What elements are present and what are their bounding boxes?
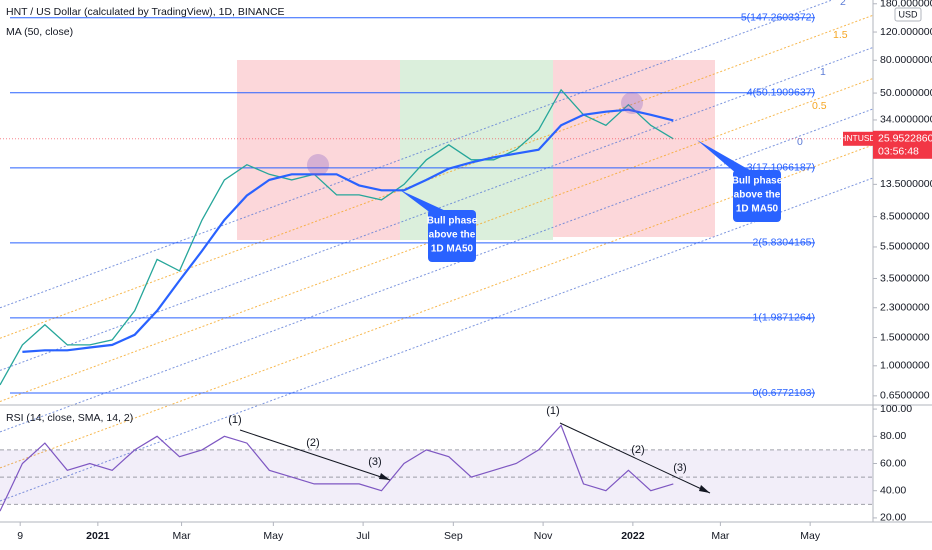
y-tick-label: 80.0000000 [880, 54, 932, 66]
y-tick-label: 20.00 [880, 512, 906, 524]
channel-line [0, 144, 874, 469]
wave-arrow [239, 429, 391, 481]
x-tick-label: Mar [711, 530, 730, 542]
x-tick-label: Jul [356, 530, 369, 542]
x-tick-label: Sep [444, 530, 463, 542]
channel-label: 0 [797, 136, 803, 148]
wave-label: (1) [546, 405, 559, 417]
current-price-box [873, 130, 932, 159]
y-tick-label: 180.0000000 [880, 0, 932, 10]
ma-line [22, 108, 674, 353]
callout-text: Bull phase [732, 176, 783, 187]
highlight-circle [621, 92, 643, 114]
currency-box [894, 7, 922, 22]
wave-label: (2) [306, 437, 319, 449]
wave-label: (2) [631, 444, 644, 456]
y-tick-label: 60.00 [880, 457, 906, 469]
arrow-head [379, 473, 390, 480]
y-tick-label: 13.5000000 [880, 178, 932, 190]
chart-title: HNT / US Dollar (calculated by TradingVi… [6, 6, 285, 18]
highlight-circle [307, 154, 329, 176]
bear-phase-zone [553, 60, 715, 237]
x-tick-label: May [800, 530, 821, 542]
fib-level-label: 0(0.6772103) [753, 387, 815, 399]
fib-level-label: 4(50.1909637) [747, 87, 815, 99]
symbol-tag [843, 131, 873, 146]
channel-label: 1.5 [833, 29, 848, 41]
x-tick-label: Mar [173, 530, 192, 542]
callout-text: 1D MA50 [431, 244, 474, 255]
y-tick-label: 50.0000000 [880, 87, 932, 99]
fib-level-label: 1(1.9871264) [753, 312, 815, 324]
ma-legend: MA (50, close) [6, 26, 73, 38]
fib-level-label: 5(147.2603372) [741, 12, 815, 24]
y-tick-label: 1.5000000 [880, 331, 930, 343]
bear-phase-zone [237, 60, 400, 240]
wave-arrow [559, 422, 711, 494]
arrow-head [699, 485, 710, 493]
channel-line [0, 0, 834, 309]
channel-label: 1 [820, 66, 826, 78]
bull-phase-zone [400, 60, 553, 240]
y-tick-label: 5.5000000 [880, 241, 930, 253]
y-tick-label: 3.5000000 [880, 272, 930, 284]
callout-text: above the [734, 190, 781, 201]
currency-label: USD [898, 9, 918, 19]
callout-box [428, 210, 476, 262]
callout-pointer [400, 190, 448, 214]
callout-text: Bull phase [427, 216, 478, 227]
channel-label: 2 [840, 0, 846, 8]
rsi-line [0, 424, 674, 512]
y-tick-label: 80.00 [880, 430, 906, 442]
y-tick-label: 40.00 [880, 484, 906, 496]
price-line [0, 88, 674, 386]
x-tick-label: Nov [534, 530, 553, 542]
y-tick-label: 34.0000000 [880, 114, 932, 126]
wave-label: (3) [673, 462, 686, 474]
channel-line [0, 108, 874, 433]
x-tick-label: 2022 [621, 530, 645, 542]
y-tick-label: 0.6500000 [880, 390, 930, 402]
callout-text: above the [429, 230, 476, 241]
rsi-title: RSI (14, close, SMA, 14, 2) [6, 412, 133, 424]
callout-pointer [697, 140, 753, 174]
wave-label: (1) [228, 414, 241, 426]
y-tick-label: 2.3000000 [880, 302, 930, 314]
y-tick-label: 1.0000000 [880, 360, 930, 372]
x-tick-label: 9 [17, 530, 23, 542]
x-tick-label: 2021 [86, 530, 110, 542]
countdown-label: 03:56:48 [878, 146, 919, 158]
y-tick-label: 120.0000000 [880, 26, 932, 38]
callout-box [733, 170, 781, 222]
current-price-label: 25.9522860 [878, 133, 932, 145]
y-tick-label: 100.00 [880, 403, 912, 415]
channel-line [0, 177, 874, 502]
channel-label: 0.5 [812, 100, 827, 112]
y-tick-label: 8.5000000 [880, 210, 930, 222]
fib-level-label: 2(5.8304165) [753, 237, 815, 249]
channel-line [0, 14, 874, 339]
wave-label: (3) [368, 456, 381, 468]
callout-text: 1D MA50 [736, 204, 779, 215]
symbol-label: HNTUSD [840, 133, 875, 143]
x-tick-label: May [263, 530, 284, 542]
